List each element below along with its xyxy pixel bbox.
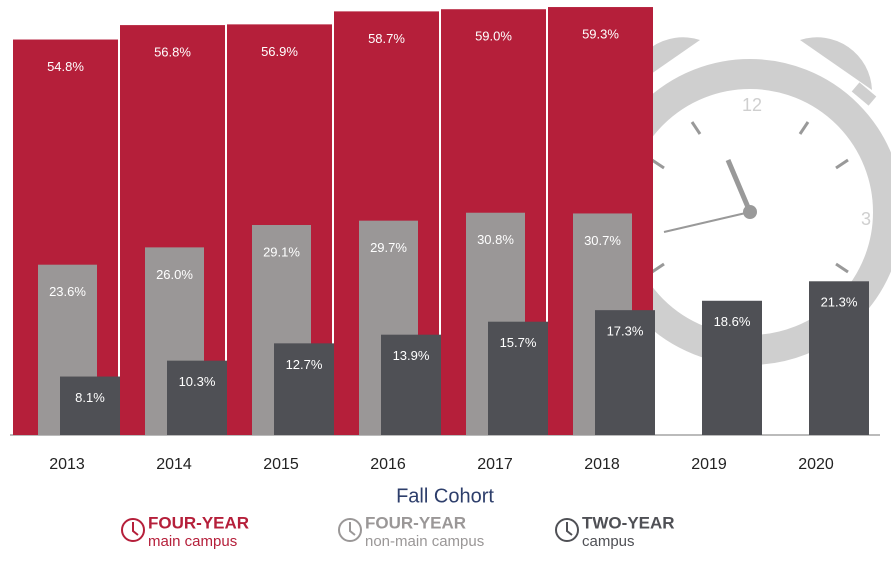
x-tick-label: 2019 [691,456,727,473]
value-label: 54.8% [47,59,84,74]
value-label: 23.6% [49,284,86,299]
legend-sublabel: main campus [148,533,237,550]
value-label: 21.3% [821,295,858,310]
legend-icon-hands [133,522,138,535]
value-label: 26.0% [156,267,193,282]
value-label: 8.1% [75,390,105,405]
value-label: 18.6% [714,314,751,329]
legend-label: TWO-YEAR [582,513,675,532]
value-label: 13.9% [393,348,430,363]
x-tick-label: 2020 [798,456,834,473]
value-label: 10.3% [179,374,216,389]
value-label: 30.8% [477,232,514,247]
page: {"chart_data": {"type": "bar", "x_label"… [0,0,891,566]
x-tick-label: 2018 [584,456,620,473]
x-axis-label: Fall Cohort [396,485,494,507]
legend-sublabel: campus [582,533,635,550]
value-label: 59.0% [475,29,512,44]
value-label: 59.3% [582,26,619,41]
value-label: 56.9% [261,44,298,59]
bar [167,361,227,435]
chart: Fall Cohort 129354.8%56.8%56.9%58.7%59.0… [0,0,891,561]
x-tick-label: 2016 [370,456,406,473]
bar [60,377,120,435]
x-tick-label: 2015 [263,456,299,473]
value-label: 15.7% [500,335,537,350]
legend-icon-hands [567,522,572,535]
value-label: 56.8% [154,45,191,60]
legend-sublabel: non-main campus [365,533,484,550]
x-tick-label: 2013 [49,456,85,473]
value-label: 17.3% [607,324,644,339]
x-tick-label: 2017 [477,456,513,473]
x-tick-label: 2014 [156,456,192,473]
value-label: 12.7% [286,357,323,372]
value-label: 29.1% [263,244,300,259]
value-label: 29.7% [370,240,407,255]
legend-label: FOUR-YEAR [148,513,249,532]
legend-icon-hands [350,522,355,535]
value-label: 58.7% [368,31,405,46]
clock-number: 12 [742,95,762,115]
legend-label: FOUR-YEAR [365,513,466,532]
clock-number: 3 [861,209,871,229]
value-label: 30.7% [584,233,621,248]
